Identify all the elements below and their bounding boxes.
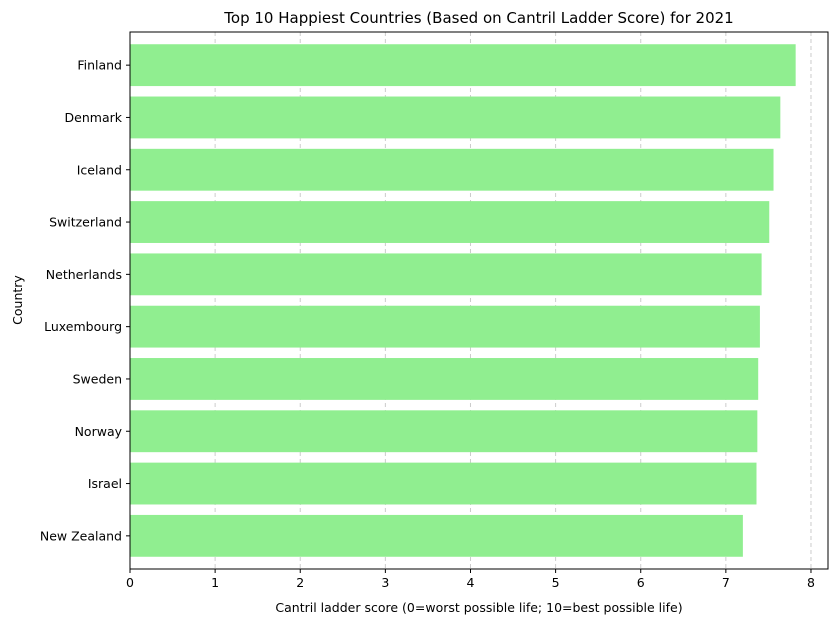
y-tick-label: Israel — [88, 476, 122, 491]
bar — [130, 96, 781, 139]
x-tick-label: 6 — [637, 575, 645, 590]
bars — [130, 44, 796, 557]
bar — [130, 148, 774, 191]
y-tick-label: Norway — [75, 424, 123, 439]
bar — [130, 253, 762, 296]
x-tick-label: 2 — [296, 575, 304, 590]
bar — [130, 44, 796, 87]
chart-title: Top 10 Happiest Countries (Based on Cant… — [223, 9, 733, 27]
y-tick-label: Luxembourg — [44, 319, 122, 334]
y-tick-label: Switzerland — [49, 215, 122, 230]
bar — [130, 358, 759, 400]
x-tick-label: 5 — [552, 575, 560, 590]
y-tick-label: Denmark — [65, 110, 123, 125]
bar — [130, 305, 760, 348]
y-tick-label: Iceland — [77, 162, 122, 177]
bar — [130, 201, 770, 243]
y-tick-label: Netherlands — [46, 267, 122, 282]
x-tick-label: 8 — [807, 575, 815, 590]
y-axis-ticks: Finland Denmark Iceland Switzerland Netherla… — [40, 58, 130, 543]
y-tick-label: Finland — [77, 58, 122, 73]
x-axis-label: Cantril ladder score (0=worst possible l… — [275, 600, 682, 615]
x-tick-label: 7 — [722, 575, 730, 590]
y-tick-label: Sweden — [73, 371, 122, 386]
x-tick-label: 0 — [126, 575, 134, 590]
bar — [130, 462, 757, 505]
y-axis-label: Country — [10, 275, 25, 325]
x-axis-ticks: 0 1 2 3 4 5 6 7 8 — [126, 569, 815, 590]
bar — [130, 410, 758, 453]
x-tick-label: 1 — [211, 575, 219, 590]
x-tick-label: 4 — [467, 575, 475, 590]
y-tick-label: New Zealand — [40, 528, 122, 543]
bar — [130, 514, 743, 557]
plot-frame — [129, 31, 829, 570]
x-tick-label: 3 — [381, 575, 389, 590]
